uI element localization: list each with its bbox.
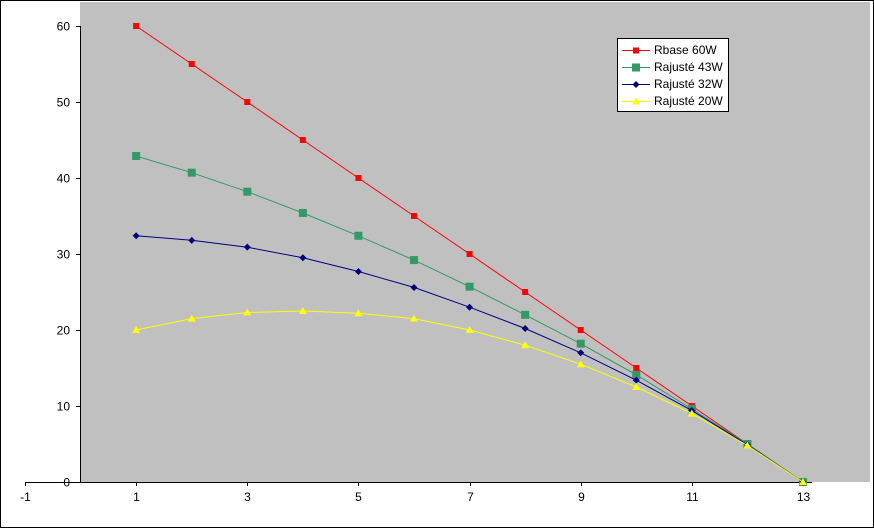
- legend-swatch: [622, 47, 650, 53]
- y-tick-label: 0: [63, 476, 70, 490]
- series-2-point: [187, 168, 196, 177]
- series-4-point: [243, 308, 252, 316]
- series-2-point: [132, 151, 141, 160]
- legend-swatch: [622, 80, 650, 88]
- series-2-point: [465, 282, 474, 291]
- series-2-point: [354, 231, 363, 240]
- series-4-point: [465, 326, 474, 333]
- series-4-point: [799, 478, 807, 485]
- x-tick-label: 3: [244, 490, 251, 504]
- series-3-point: [577, 349, 585, 357]
- series-2-point: [632, 370, 641, 379]
- legend: Rbase 60W Rajusté 43W Rajusté 32W Rajusté 2…: [617, 38, 729, 112]
- series-4-point: [187, 314, 196, 322]
- series-3-point: [132, 232, 140, 240]
- legend-swatch: [622, 97, 650, 104]
- series-3-point: [521, 324, 529, 332]
- series-4-point: [576, 360, 585, 368]
- series-4-point: [632, 383, 641, 390]
- x-tick-label: 11: [686, 490, 699, 504]
- legend-label: Rajusté 32W: [654, 76, 723, 91]
- x-tick-label: 9: [578, 490, 585, 504]
- series-1-point: [411, 213, 417, 219]
- series-3-point: [354, 267, 362, 275]
- series-1-point: [244, 99, 251, 105]
- series-4-point: [521, 341, 530, 349]
- series-2-point: [576, 339, 585, 348]
- series-4-point: [298, 307, 307, 314]
- series-1-point: [355, 175, 362, 181]
- series-3-point: [243, 243, 251, 251]
- legend-marker: [632, 80, 640, 88]
- series-2-point: [243, 187, 252, 196]
- series-3-point: [410, 283, 418, 291]
- series-1-point: [299, 137, 306, 143]
- series-4-point: [354, 309, 363, 317]
- series-layer: [132, 23, 807, 486]
- series-4-point: [132, 326, 141, 333]
- axes: [25, 26, 812, 486]
- series-1-point: [522, 289, 529, 295]
- series-4: [132, 307, 807, 485]
- y-tick-label: 20: [57, 324, 71, 338]
- series-2-point: [521, 310, 530, 319]
- series-4-point: [687, 409, 696, 417]
- series-2-point: [410, 256, 418, 265]
- series-4-point: [743, 441, 752, 449]
- series-1-point: [577, 327, 584, 333]
- y-tick-label: 30: [57, 248, 71, 262]
- legend-label: Rajusté 43W: [654, 59, 723, 74]
- series-1-point: [633, 365, 640, 371]
- series-1-point: [188, 61, 195, 67]
- plot-area: [80, 2, 870, 482]
- y-tick-label: 60: [57, 20, 71, 34]
- x-tick-label: -1: [20, 490, 31, 504]
- legend-marker: [632, 63, 640, 71]
- y-tick-label: 50: [57, 96, 71, 110]
- legend-item: Rajusté 32W: [618, 75, 728, 92]
- legend-item: Rajusté 43W: [618, 58, 728, 75]
- legend-marker: [633, 47, 639, 53]
- series-3-point: [632, 376, 640, 384]
- legend-marker: [632, 97, 640, 104]
- x-tick-label: 13: [797, 490, 811, 504]
- x-tick-label: 1: [133, 490, 140, 504]
- y-tick-label: 10: [57, 400, 71, 414]
- x-tick-label: 7: [467, 490, 474, 504]
- series-2-point: [298, 208, 307, 217]
- series-3-point: [299, 254, 307, 262]
- series-3-point: [466, 303, 474, 311]
- series-4-point: [410, 314, 418, 322]
- x-tick-label: 5: [355, 490, 362, 504]
- y-tick-label: 40: [57, 172, 71, 186]
- series-3-point: [188, 236, 196, 244]
- legend-label: Rbase 60W: [654, 42, 717, 57]
- series-1-point: [466, 251, 473, 257]
- series-1-point: [133, 23, 140, 29]
- legend-label: Rajusté 20W: [654, 93, 723, 108]
- legend-swatch: [622, 63, 650, 71]
- legend-item: Rbase 60W: [618, 41, 728, 58]
- legend-item: Rajusté 20W: [618, 92, 728, 109]
